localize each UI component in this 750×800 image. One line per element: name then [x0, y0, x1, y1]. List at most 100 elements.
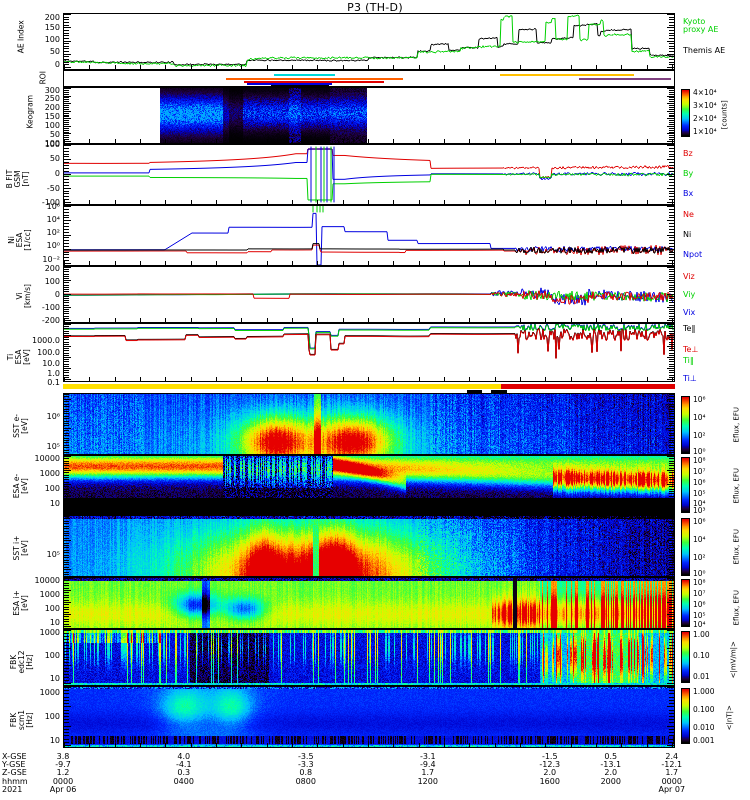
coord-row-label-hhmm: hhmm	[2, 777, 28, 786]
fbk1-cbar-label-2: 0.01	[693, 672, 710, 681]
sste-cbar-unit: Eflux, EFU	[732, 407, 741, 443]
keo-ytick-300: 300	[44, 86, 60, 95]
keogram-cbar-unit: [counts]	[720, 100, 729, 130]
coord-x-gse-value: -3.5	[297, 752, 314, 761]
ti-ytick-1000: 1000.0	[32, 336, 60, 345]
mode-bar-yellow	[63, 384, 501, 389]
panel-b-fit	[63, 144, 675, 205]
mode-bar-tick	[491, 390, 507, 393]
fbk2-cbar-label-1: 0.100	[693, 705, 715, 714]
b-ytick-100: 100	[44, 140, 60, 149]
keogram-axis-title: Keogram	[25, 95, 35, 129]
ae-ytick-100: 100	[44, 35, 60, 44]
esa-electron-spectrogram	[64, 456, 674, 514]
esae-cbar-label-4: 10⁴	[693, 499, 706, 508]
panel-fbk-scm1	[63, 686, 675, 748]
ssti-cbar-label-2: 10²	[693, 553, 706, 562]
fbk1-ytick-10: 10	[49, 674, 60, 683]
b-ytick-0: 0	[54, 169, 60, 178]
sst-electron-axis-title: SST e- [eV]	[12, 414, 29, 438]
coord-y-gse-value: -9.7	[55, 760, 71, 769]
sste-cbar-label-0: 10⁶	[693, 395, 706, 404]
mode-bar-tick	[466, 390, 483, 393]
ae-index-plot	[64, 14, 674, 69]
fbk1-cbar-unit: <|mV/m|>	[729, 641, 738, 679]
ssti-cbar-unit: Eflux, EFU	[732, 529, 741, 565]
keogram-cbar-label-2: 2×10⁴	[693, 114, 717, 123]
esa-ion-colorbar	[681, 579, 690, 627]
coord-y-gse-value: -3.3	[297, 760, 314, 769]
panel-esa-electron	[63, 455, 675, 515]
esae-cbar-label-5: 10³	[693, 506, 706, 515]
coord-x-gse-value: 0.5	[604, 752, 618, 761]
coord-y-gse-value: -13.1	[600, 760, 622, 769]
coord-z-gse-value: 0.8	[299, 768, 313, 777]
roi-bars-container	[64, 71, 674, 86]
roi-bar	[243, 81, 385, 83]
fbk1-ytick-1000: 1000	[39, 628, 60, 637]
keo-ytick-100: 100	[44, 121, 60, 130]
ae-ytick-50: 50	[49, 47, 60, 56]
roi-bar	[225, 78, 403, 80]
keo-ytick-50: 50	[49, 130, 60, 139]
vi-ytick-m200: -200	[41, 316, 60, 325]
fbk-edc12-colorbar	[681, 631, 690, 683]
keo-ytick-150: 150	[44, 112, 60, 121]
roi-bar	[271, 85, 330, 86]
ni-ytick-1e6: 10⁶	[46, 202, 60, 211]
legend-te-perp: Te⊥	[683, 345, 699, 354]
sst-ion-axis-title: SST i+ [eV]	[12, 535, 29, 561]
roi-bar	[500, 74, 635, 76]
panel-velocity	[63, 266, 675, 323]
b-ytick-50: 50	[49, 154, 60, 163]
legend-vix: Vix	[683, 308, 696, 317]
coord-time-value: 2000	[600, 777, 621, 786]
esae-ytick-10000: 10000	[34, 454, 60, 463]
panel-roi	[63, 70, 675, 87]
ae-ytick-150: 150	[44, 23, 60, 32]
b-ytick-m50: -50	[46, 184, 60, 193]
esai-cbar-label-3: 10⁵	[693, 611, 706, 620]
coord-x-gse-value: 3.8	[56, 752, 70, 761]
ni-ytick-1e2: 10²	[46, 228, 60, 237]
panel-density	[63, 205, 675, 266]
coord-y-gse-value: -12.3	[539, 760, 561, 769]
ae-ytick-0: 0	[54, 60, 60, 69]
sste-cbar-label-2: 10²	[693, 431, 706, 440]
coord-z-gse-value: 1.2	[56, 768, 70, 777]
coord-y-gse-value: -9.4	[419, 760, 436, 769]
vi-ytick-m100: -100	[41, 303, 60, 312]
b-fit-axis-title: B FIT GSM [nT]	[5, 169, 30, 189]
esae-ytick-10: 10	[49, 499, 60, 508]
fbk2-ytick-100: 100	[44, 712, 60, 721]
coord-y-gse-value: -4.1	[175, 760, 192, 769]
keo-ytick-100b: 100	[44, 139, 60, 148]
legend-bz: Bz	[683, 149, 693, 158]
legend-ti-perp: Ti⊥	[683, 374, 697, 383]
ssti-cbar-label-0: 10⁶	[693, 517, 706, 526]
coord-row-label-z-gse: Z-GSE	[2, 768, 27, 777]
ni-ytick-1em2: 10⁻²	[42, 255, 60, 264]
keogram-colorbar	[681, 89, 690, 137]
ni-ytick-1e4: 10⁴	[46, 215, 60, 224]
esai-ytick-10: 10	[49, 618, 60, 627]
coord-time-value: 1200	[417, 777, 438, 786]
coord-x-gse-value: 4.0	[177, 752, 191, 761]
legend-ni: Ni	[683, 230, 692, 239]
mode-bar-red	[500, 384, 675, 389]
legend-ti-par: Ti‖	[683, 356, 694, 365]
ti-ytick-1: 1.0	[47, 369, 60, 378]
esai-cbar-label-2: 10⁶	[693, 600, 706, 609]
keogram-cbar-label-0: 4×10⁴	[693, 88, 717, 97]
esai-ytick-100: 100	[44, 604, 60, 613]
ni-ytick-1e0: 10⁰	[46, 241, 60, 250]
keogram-cbar-label-1: 3×10⁴	[693, 101, 717, 110]
legend-by: By	[683, 169, 694, 178]
esai-cbar-label-0: 10⁸	[693, 578, 706, 587]
coord-time-value: 0400	[173, 777, 194, 786]
legend-viy: Viy	[683, 290, 696, 299]
esae-cbar-unit: Eflux, EFU	[732, 468, 741, 504]
fbk2-cbar-label-2: 0.010	[693, 723, 715, 732]
coord-y-gse-value: -12.1	[661, 760, 683, 769]
ssti-ytick-1e5: 10⁵	[46, 550, 60, 559]
